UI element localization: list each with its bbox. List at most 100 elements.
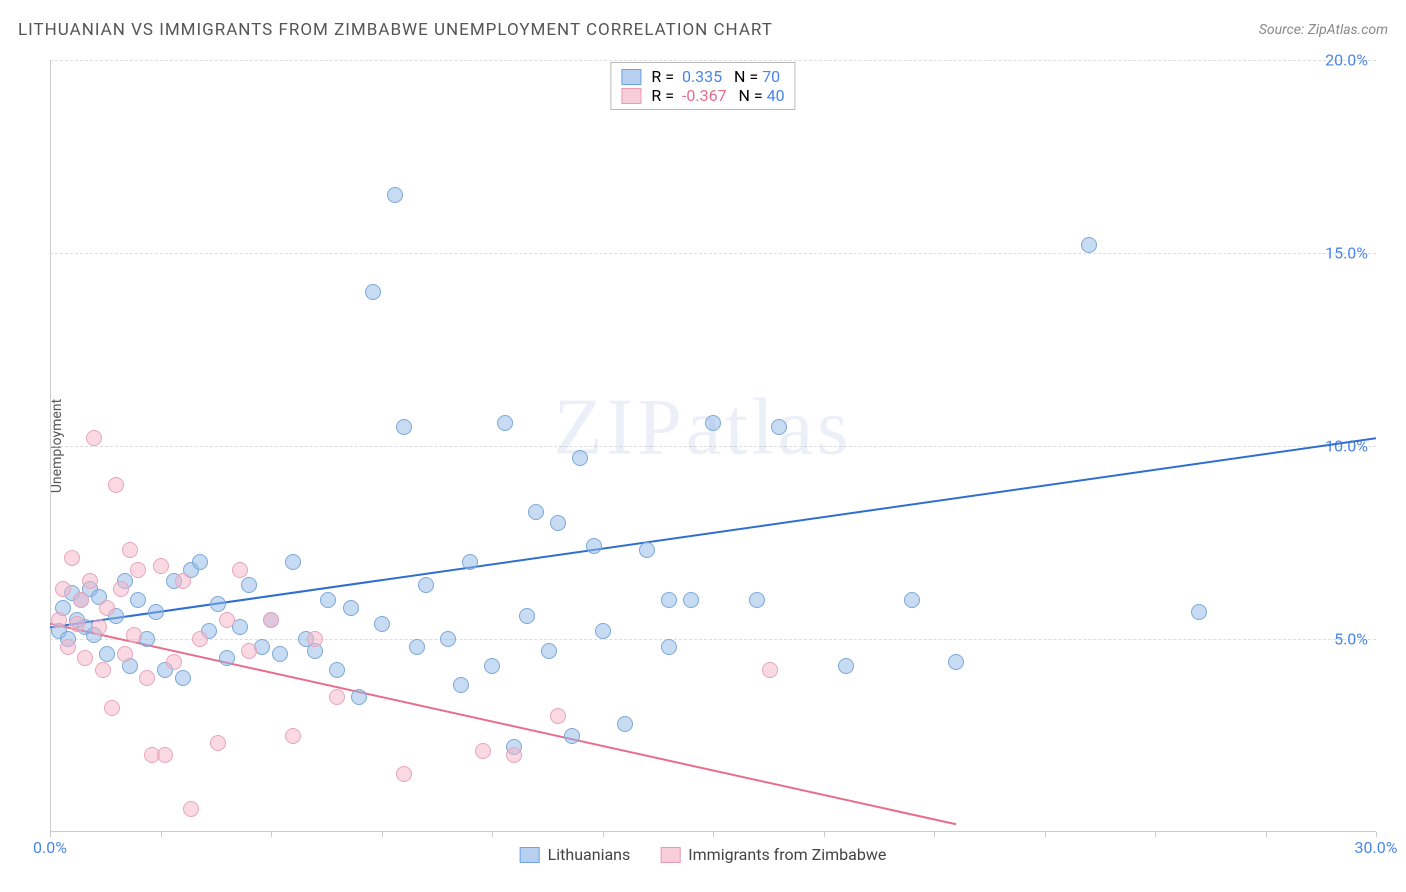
data-point	[55, 581, 71, 597]
data-point	[497, 415, 513, 431]
data-point	[148, 604, 164, 620]
data-point	[365, 284, 381, 300]
data-point	[77, 650, 93, 666]
data-point	[272, 646, 288, 662]
x-tick	[161, 832, 162, 837]
x-origin-label: 0.0%	[33, 838, 67, 857]
data-point	[241, 577, 257, 593]
data-point	[1191, 604, 1207, 620]
data-point	[904, 592, 920, 608]
data-point	[108, 477, 124, 493]
x-tick	[934, 832, 935, 837]
x-tick	[1045, 832, 1046, 837]
data-point	[749, 592, 765, 608]
data-point	[838, 658, 854, 674]
data-point	[113, 581, 129, 597]
data-point	[192, 554, 208, 570]
data-point	[285, 728, 301, 744]
data-point	[263, 612, 279, 628]
data-point	[104, 700, 120, 716]
swatch-icon	[621, 69, 641, 85]
legend-correlation: R = 0.335 N = 70R = -0.367 N = 40	[610, 62, 795, 110]
data-point	[462, 554, 478, 570]
data-point	[210, 596, 226, 612]
data-point	[219, 612, 235, 628]
data-point	[343, 600, 359, 616]
data-point	[484, 658, 500, 674]
data-point	[329, 689, 345, 705]
data-point	[157, 747, 173, 763]
data-point	[122, 542, 138, 558]
data-point	[60, 639, 76, 655]
data-point	[550, 708, 566, 724]
data-point	[117, 646, 133, 662]
x-tick	[50, 832, 51, 837]
legend-row: R = -0.367 N = 40	[621, 86, 784, 105]
x-tick	[492, 832, 493, 837]
data-point	[51, 612, 67, 628]
x-tick	[824, 832, 825, 837]
data-point	[506, 747, 522, 763]
data-point	[73, 592, 89, 608]
x-tick	[271, 832, 272, 837]
data-point	[219, 650, 235, 666]
data-point	[183, 801, 199, 817]
data-point	[705, 415, 721, 431]
data-point	[453, 677, 469, 693]
x-tick	[603, 832, 604, 837]
x-tick	[382, 832, 383, 837]
data-point	[166, 654, 182, 670]
data-point	[661, 592, 677, 608]
swatch-icon	[520, 847, 540, 863]
data-point	[396, 419, 412, 435]
data-point	[130, 592, 146, 608]
data-point	[409, 639, 425, 655]
data-point	[550, 515, 566, 531]
legend-series: LithuaniansImmigrants from Zimbabwe	[520, 845, 887, 864]
data-point	[586, 538, 602, 554]
x-tick	[1155, 832, 1156, 837]
data-point	[374, 616, 390, 632]
x-max-label: 30.0%	[1355, 838, 1398, 857]
plot-area	[50, 60, 1376, 832]
data-point	[351, 689, 367, 705]
data-point	[595, 623, 611, 639]
legend-label: Immigrants from Zimbabwe	[688, 845, 886, 864]
data-point	[210, 735, 226, 751]
data-point	[175, 670, 191, 686]
data-point	[762, 662, 778, 678]
data-point	[99, 646, 115, 662]
legend-item: Immigrants from Zimbabwe	[660, 845, 886, 864]
data-point	[329, 662, 345, 678]
legend-row: R = 0.335 N = 70	[621, 67, 784, 86]
data-point	[69, 616, 85, 632]
data-point	[683, 592, 699, 608]
x-tick	[713, 832, 714, 837]
swatch-icon	[621, 88, 641, 104]
data-point	[396, 766, 412, 782]
data-point	[519, 608, 535, 624]
data-point	[475, 743, 491, 759]
data-point	[617, 716, 633, 732]
data-point	[541, 643, 557, 659]
data-point	[948, 654, 964, 670]
data-point	[95, 662, 111, 678]
source-label: Source: ZipAtlas.com	[1259, 22, 1388, 38]
data-point	[130, 562, 146, 578]
chart-title: LITHUANIAN VS IMMIGRANTS FROM ZIMBABWE U…	[18, 20, 773, 40]
data-point	[91, 619, 107, 635]
data-point	[126, 627, 142, 643]
data-point	[82, 573, 98, 589]
data-point	[86, 430, 102, 446]
data-point	[64, 550, 80, 566]
data-point	[572, 450, 588, 466]
data-point	[387, 187, 403, 203]
data-point	[639, 542, 655, 558]
x-tick	[1376, 832, 1377, 837]
data-point	[771, 419, 787, 435]
data-point	[528, 504, 544, 520]
swatch-icon	[660, 847, 680, 863]
data-point	[418, 577, 434, 593]
data-point	[564, 728, 580, 744]
data-point	[139, 670, 155, 686]
